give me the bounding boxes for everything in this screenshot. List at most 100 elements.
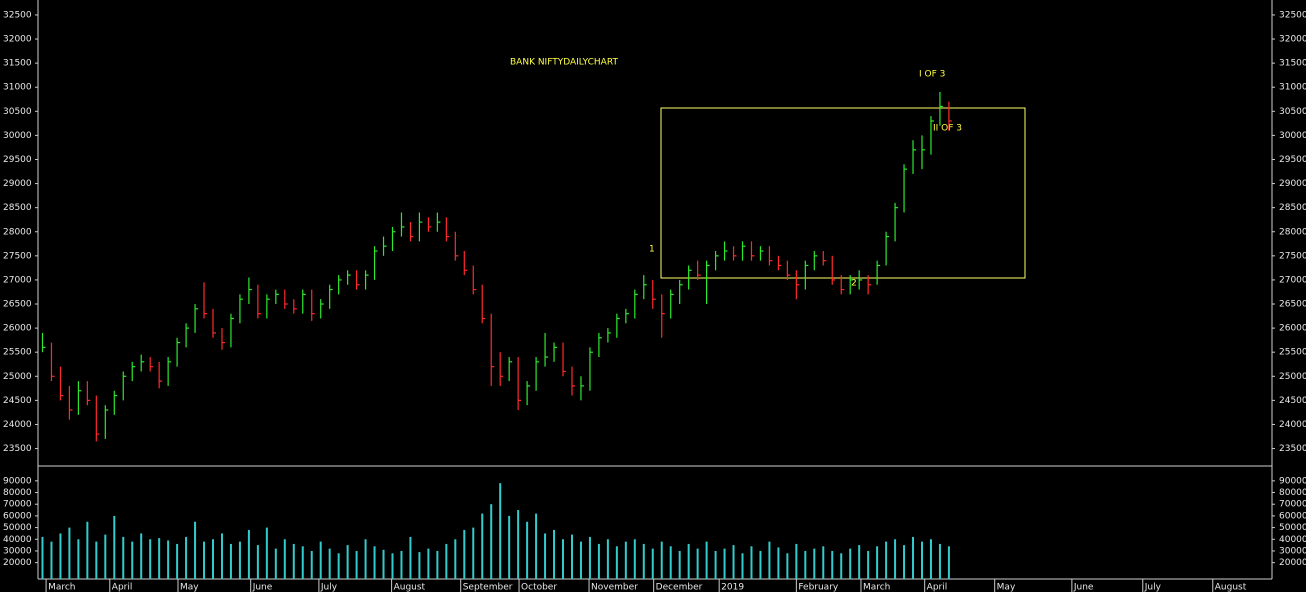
volume-bar: [795, 543, 798, 579]
volume-bar: [804, 550, 807, 579]
y-tick-label: 32000: [1279, 35, 1306, 45]
volume-bar: [876, 546, 879, 579]
volume-bar: [606, 539, 609, 579]
y-tick-label: 24500: [1279, 396, 1306, 406]
volume-bar: [912, 536, 915, 579]
x-tick-label: March: [48, 583, 75, 592]
volume-bar: [750, 546, 753, 579]
y-tick-label: 32000: [3, 35, 32, 45]
y-tick-label: 26000: [3, 324, 32, 334]
x-tick-label: October: [521, 583, 557, 592]
volume-bar: [176, 543, 179, 579]
volume-bar: [256, 545, 259, 579]
y-tick-label: 27000: [1279, 275, 1306, 285]
volume-bar: [570, 534, 573, 579]
y-tick-label: 30500: [1279, 107, 1306, 117]
x-tick-label: April: [112, 583, 133, 592]
volume-bar: [588, 536, 591, 579]
y-tick-label: 23500: [1279, 444, 1306, 454]
volume-bar: [364, 539, 367, 579]
y-tick-label: 26500: [3, 300, 32, 310]
volume-tick-label: 20000: [3, 558, 32, 568]
volume-bar: [229, 543, 232, 579]
x-tick-label: May: [997, 583, 1016, 592]
x-tick-label: September: [463, 583, 513, 592]
volume-bar: [929, 539, 932, 579]
y-tick-label: 28500: [1279, 203, 1306, 213]
y-tick-label: 25500: [1279, 348, 1306, 358]
volume-bar: [696, 548, 699, 579]
y-tick-label: 29000: [3, 179, 32, 189]
volume-bar: [786, 553, 789, 579]
volume-bar: [104, 534, 107, 579]
volume-bar: [50, 541, 53, 579]
x-tick-label: August: [1215, 583, 1247, 592]
volume-bar: [894, 539, 897, 579]
x-tick-label: March: [863, 583, 890, 592]
y-tick-label: 25000: [1279, 372, 1306, 382]
volume-bar: [633, 539, 636, 579]
x-tick-label: December: [656, 583, 703, 592]
volume-bar: [274, 548, 277, 579]
volume-bar: [454, 539, 457, 579]
volume-bar: [597, 543, 600, 579]
x-tick-label: November: [591, 583, 638, 592]
volume-bar: [319, 541, 322, 579]
volume-bar: [185, 536, 188, 579]
y-tick-label: 28000: [3, 227, 32, 237]
y-tick-label: 31000: [3, 83, 32, 93]
volume-bar: [355, 550, 358, 579]
volume-bar: [849, 548, 852, 579]
volume-bar: [238, 541, 241, 579]
volume-bar: [723, 548, 726, 579]
x-tick-label: February: [798, 583, 839, 592]
y-tick-label: 29500: [3, 155, 32, 165]
volume-tick-label: 40000: [1279, 535, 1306, 545]
volume-bar: [822, 546, 825, 579]
x-tick-label: July: [1144, 583, 1162, 592]
volume-bar: [517, 510, 520, 579]
volume-bar: [705, 541, 708, 579]
volume-bar: [95, 541, 98, 579]
volume-bar: [777, 547, 780, 579]
volume-bar: [140, 533, 143, 579]
volume-bar: [265, 527, 268, 579]
volume-tick-label: 50000: [1279, 523, 1306, 533]
volume-bar: [831, 550, 834, 579]
volume-tick-label: 70000: [1279, 500, 1306, 510]
volume-bar: [337, 553, 340, 579]
volume-bar: [149, 539, 152, 579]
x-tick-label: July: [320, 583, 338, 592]
volume-bar: [624, 541, 627, 579]
y-tick-label: 29500: [1279, 155, 1306, 165]
volume-bar: [328, 548, 331, 579]
volume-bar: [220, 533, 223, 579]
y-tick-label: 31500: [3, 59, 32, 69]
y-tick-label: 29000: [1279, 179, 1306, 189]
volume-bar: [651, 548, 654, 579]
volume-bar: [77, 539, 80, 579]
chart-title: BANK NIFTYDAILYCHART: [510, 58, 618, 68]
volume-tick-label: 30000: [1279, 546, 1306, 556]
y-tick-label: 30000: [3, 131, 32, 141]
volume-bar: [490, 504, 493, 579]
volume-bar: [194, 521, 197, 579]
volume-bar: [292, 543, 295, 579]
volume-bar: [813, 548, 816, 579]
annotation: 1: [649, 245, 655, 255]
volume-bar: [499, 483, 502, 579]
volume-bar: [938, 543, 941, 579]
x-tick-label: August: [394, 583, 426, 592]
volume-bar: [310, 550, 313, 579]
volume-bar: [714, 550, 717, 579]
volume-bar: [759, 550, 762, 579]
volume-bar: [301, 546, 304, 579]
y-tick-label: 30500: [3, 107, 32, 117]
volume-tick-label: 60000: [3, 511, 32, 521]
volume-bar: [615, 546, 618, 579]
volume-bar: [678, 550, 681, 579]
y-tick-label: 28500: [3, 203, 32, 213]
volume-tick-label: 80000: [1279, 488, 1306, 498]
volume-tick-label: 50000: [3, 523, 32, 533]
x-tick-label: June: [252, 583, 273, 592]
